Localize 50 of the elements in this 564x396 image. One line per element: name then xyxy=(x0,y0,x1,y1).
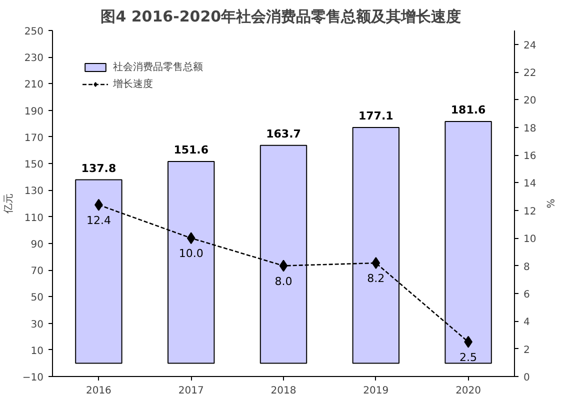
data-label: 10.0 xyxy=(178,247,204,260)
y-tick-label: 190 xyxy=(24,106,44,118)
y2-tick-label: 4 xyxy=(524,317,530,328)
y-tick-label: −10 xyxy=(22,372,44,384)
data-label: 137.8 xyxy=(81,162,116,175)
data-label: 151.6 xyxy=(174,143,209,156)
point xyxy=(372,257,380,270)
y2-tick-label: 20 xyxy=(524,96,536,107)
x-tick-label: 2019 xyxy=(363,386,389,396)
y2-tick-label: 6 xyxy=(524,289,530,300)
data-label: 163.7 xyxy=(266,127,301,140)
legend-label: 社会消费品零售总额 xyxy=(113,60,203,74)
y-tick-label: 90 xyxy=(30,239,44,250)
y-tick-label: 250 xyxy=(24,26,44,38)
y2-tick-label: 0 xyxy=(524,372,530,384)
data-label: 2.5 xyxy=(460,350,478,364)
data-label: 8.2 xyxy=(367,272,385,286)
y2-tick-label: 10 xyxy=(524,234,536,246)
y-tick-label: 150 xyxy=(24,160,44,171)
y-tick-label: 170 xyxy=(24,132,44,144)
y-axis-title: 亿元 xyxy=(3,194,14,214)
data-label: 181.6 xyxy=(450,104,486,117)
y2-tick-label: 22 xyxy=(524,68,536,80)
data-label: 8.0 xyxy=(274,274,292,288)
y2-tick-label: 24 xyxy=(524,40,536,52)
chart-title: 图4 2016-2020年社会消费品零售总额及其增长速度 xyxy=(100,8,462,26)
y2-tick-label: 8 xyxy=(524,262,530,273)
data-label: 12.4 xyxy=(86,214,111,227)
y-tick-label: 210 xyxy=(24,80,44,91)
y2-tick-label: 18 xyxy=(524,123,536,134)
point xyxy=(279,260,288,272)
y-tick-label: 70 xyxy=(30,266,44,278)
x-tick-label: 2017 xyxy=(178,386,204,396)
x-tick-label: 2016 xyxy=(86,386,112,396)
x-tick-label: 2018 xyxy=(270,386,296,396)
x-tick-label: 2020 xyxy=(456,386,482,396)
y-tick-label: 10 xyxy=(30,346,44,357)
y-tick-label: 130 xyxy=(24,186,44,198)
y-tick-label: 30 xyxy=(30,319,44,330)
y2-tick-label: 12 xyxy=(524,206,536,218)
y2-tick-label: 14 xyxy=(524,178,536,190)
point xyxy=(186,232,196,244)
y-tick-label: 110 xyxy=(24,212,44,224)
data-label: 177.1 xyxy=(358,110,394,123)
y-tick-label: 50 xyxy=(30,292,44,304)
y2-tick-label: 16 xyxy=(524,151,536,162)
y-tick-label: 230 xyxy=(24,53,44,64)
y2-axis-title: % xyxy=(544,198,556,208)
y2-tick-label: 2 xyxy=(524,344,530,356)
legend-label: 增长速度 xyxy=(113,78,153,91)
